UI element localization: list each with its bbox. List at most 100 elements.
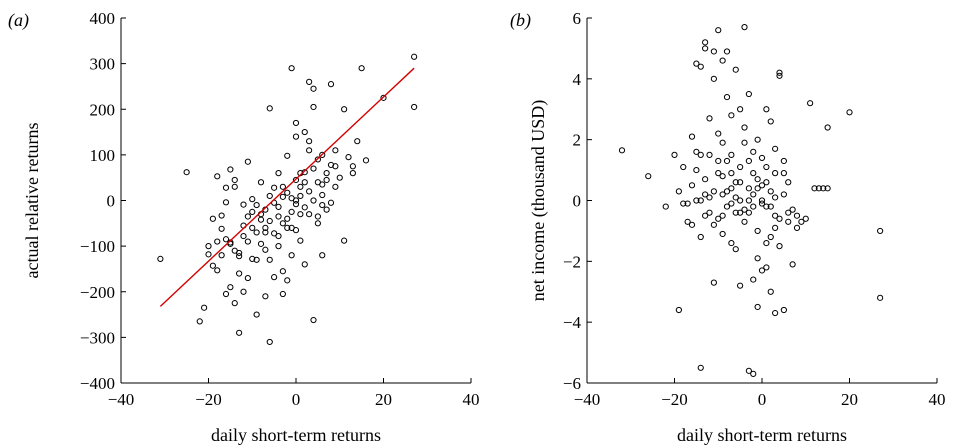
panel-a-point	[279, 268, 286, 275]
panel-b-point	[702, 191, 709, 198]
panel-a-point	[292, 119, 300, 127]
panel-b-point	[745, 185, 752, 192]
panel-b-point	[702, 45, 709, 52]
panel-b-point	[710, 75, 717, 82]
panel-b-point	[732, 179, 739, 186]
panel-b-point	[697, 151, 704, 158]
panel-b-point	[802, 215, 809, 222]
panel-a-point	[332, 183, 339, 190]
panel-a-point	[284, 224, 291, 231]
panel-a-point	[297, 183, 304, 190]
panel-a-point	[271, 274, 278, 281]
panel-b-point	[754, 176, 761, 183]
panel-b-point	[780, 157, 787, 165]
panel-b-point	[680, 163, 687, 171]
panel-a-point	[279, 193, 286, 200]
panel-a-point	[362, 157, 370, 164]
panel-a-point	[222, 184, 230, 191]
panel-b-point	[793, 212, 801, 219]
panel-b-point	[706, 151, 713, 158]
panel-a-point	[262, 224, 269, 231]
panel-a-point	[214, 173, 221, 180]
panel-a-point	[244, 158, 251, 165]
panel-b-point	[697, 364, 704, 371]
panel-b-point	[680, 200, 687, 207]
panel-a-y-tick-label: −200	[80, 283, 115, 302]
panel-a-point	[327, 199, 335, 206]
panel-b-y-tick-label: −6	[563, 374, 581, 393]
panel-b-point	[706, 115, 713, 122]
panel-b-x-tick-label: −20	[661, 390, 688, 409]
panel-b-point	[688, 182, 696, 189]
panel-b-point	[798, 218, 805, 225]
panel-b-point	[715, 215, 722, 222]
panel-b-point	[710, 279, 717, 286]
panel-a-point	[205, 251, 212, 258]
panel-b-x-axis-title: daily short-term returns	[677, 425, 847, 445]
panel-a-y-tick-label: 300	[90, 55, 116, 74]
panel-b-x-tick-label: 20	[841, 390, 858, 409]
panel-a-y-axis-title: actual relative returns	[22, 123, 42, 279]
panel-a-point	[411, 103, 418, 111]
panel-a-point	[249, 208, 256, 216]
panel-b-point	[710, 48, 717, 55]
panel-b-point	[758, 197, 766, 204]
panel-a-point	[236, 249, 243, 257]
panel-b-point	[723, 93, 731, 101]
panel-a-x-tick-label: −40	[108, 390, 135, 409]
panel-a-point	[266, 217, 273, 225]
panel-a-point	[284, 152, 291, 159]
panel-a-point	[358, 65, 365, 72]
panel-b-point	[767, 118, 774, 125]
panel-a-point	[288, 65, 295, 72]
panel-a-point	[196, 318, 203, 325]
panel-b-x-tick-label: −40	[574, 390, 601, 409]
panel-a-point	[231, 176, 238, 184]
panel-a-point	[222, 199, 230, 206]
panel-b-point	[824, 124, 831, 131]
panel-b-point	[723, 48, 731, 55]
panel-a-point	[253, 256, 260, 263]
panel-b-point	[780, 170, 787, 177]
panel-a-point	[201, 304, 208, 311]
panel-b-point	[754, 185, 761, 192]
panel-b-y-tick-label: −4	[563, 313, 582, 332]
panel-a-point	[257, 240, 265, 247]
panel-a-point	[284, 189, 291, 196]
panel-a-point	[341, 106, 348, 113]
panel-b-point	[741, 218, 748, 225]
panel-b-point	[710, 221, 717, 228]
panel-a-point	[310, 316, 317, 324]
panel-b-point	[780, 191, 787, 198]
panel-b-point	[702, 39, 709, 46]
panel-b-y-axis-title: net income (thousand USD)	[528, 100, 549, 301]
panel-a-point	[332, 163, 339, 170]
panel-a-point	[209, 215, 216, 222]
panel-a-x-tick-label: −20	[195, 390, 222, 409]
panel-b-point	[785, 209, 792, 216]
panel-b-point	[715, 130, 722, 137]
panel-a-point	[253, 201, 260, 209]
panel-b-point	[688, 221, 696, 228]
panel-a-y-tick-label: 400	[90, 9, 116, 28]
panel-a-point	[314, 156, 321, 163]
panel-b-point	[684, 218, 691, 225]
panel-a-label: (a)	[8, 10, 29, 31]
panel-a-point	[275, 232, 282, 240]
panel-a-point	[292, 176, 300, 184]
panel-b-point	[758, 182, 766, 189]
panel-b-point	[750, 148, 757, 155]
panel-a-point	[349, 163, 356, 170]
panel-a-point	[231, 300, 238, 307]
panel-a-point	[257, 179, 265, 186]
panel-a-point	[306, 188, 313, 195]
panel-b-point	[723, 203, 731, 210]
panel-a-y-tick-label: −400	[80, 374, 115, 393]
panel-a-point	[236, 253, 243, 260]
panel-a-point	[314, 179, 321, 186]
panel-b-point	[745, 157, 752, 165]
panel-b-point	[702, 176, 709, 183]
panel-a-fit-line	[159, 67, 415, 307]
panel-a-point	[257, 216, 265, 223]
